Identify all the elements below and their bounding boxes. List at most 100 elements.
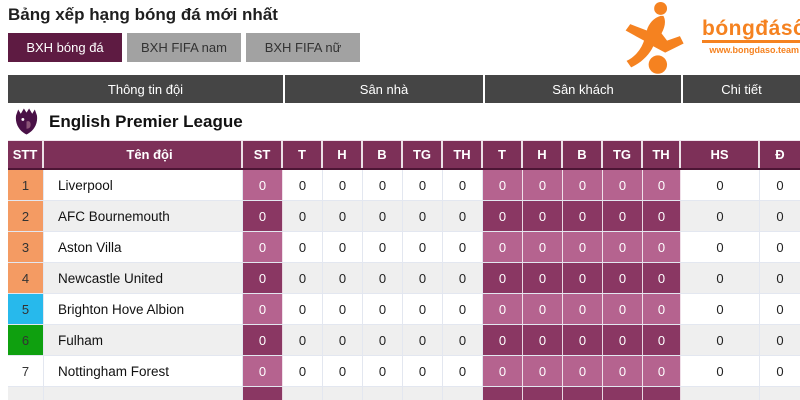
stat-points: 0 (776, 332, 784, 348)
stat-points: 0 (776, 239, 784, 255)
stat-played: 0 (243, 263, 283, 293)
table-row[interactable]: 5 Brighton Hove Albion 0 0 0 0 0 0 0 0 0 0 0 0 0 (8, 294, 800, 325)
tab-bxh-fifa-nam[interactable]: BXH FIFA nam (127, 33, 241, 62)
stat-home-1 (323, 387, 363, 400)
rank-cell: 5 (8, 294, 44, 324)
stat-home-2: 0 (363, 201, 403, 231)
stat-home-4: 0 (443, 232, 483, 262)
stat-points: 0 (776, 177, 784, 193)
stat-home-3: 0 (403, 263, 443, 293)
team-name[interactable]: Brighton Hove Albion (44, 294, 243, 324)
table-row[interactable]: 4 Newcastle United 0 0 0 0 0 0 0 0 0 0 0 0 0 (8, 263, 800, 294)
rank-cell: 2 (8, 201, 44, 231)
team-name[interactable]: AFC Bournemouth (44, 201, 243, 231)
stat-away-1: 0 (523, 201, 563, 231)
stat-away-4: 0 (643, 356, 681, 386)
team-name[interactable]: Nottingham Forest (44, 356, 243, 386)
stat-home-4: 0 (443, 170, 483, 200)
rank-cell: 4 (8, 263, 44, 293)
standings-table: STT Tên đội ST T H B TG TH T H B TG TH H… (8, 141, 800, 400)
tab-bxh-bong-da[interactable]: BXH bóng đá (8, 33, 122, 62)
stat-home-2: 0 (363, 170, 403, 200)
table-row[interactable] (8, 387, 800, 400)
col-away-draw: H (523, 141, 563, 168)
stat-away-3: 0 (603, 356, 643, 386)
stat-away-0: 0 (483, 263, 523, 293)
stat-away-2: 0 (563, 263, 603, 293)
table-row[interactable]: 1 Liverpool 0 0 0 0 0 0 0 0 0 0 0 0 0 (8, 170, 800, 201)
stat-points: 0 (776, 270, 784, 286)
stat-home-3: 0 (403, 170, 443, 200)
stat-home-1: 0 (323, 325, 363, 355)
stat-away-1 (523, 387, 563, 400)
stat-away-1: 0 (523, 356, 563, 386)
stat-away-0 (483, 387, 523, 400)
stat-played: 0 (243, 294, 283, 324)
col-goal-diff: HS (681, 141, 760, 168)
stat-home-1: 0 (323, 232, 363, 262)
stat-away-2 (563, 387, 603, 400)
stat-home-4: 0 (443, 325, 483, 355)
stat-away-1: 0 (523, 170, 563, 200)
stat-played: 0 (243, 170, 283, 200)
stat-home-3: 0 (403, 356, 443, 386)
table-row[interactable]: 7 Nottingham Forest 0 0 0 0 0 0 0 0 0 0 0 0 0 (8, 356, 800, 387)
col-home-win: T (283, 141, 323, 168)
stat-home-0: 0 (283, 294, 323, 324)
team-name[interactable]: Aston Villa (44, 232, 243, 262)
table-row[interactable]: 3 Aston Villa 0 0 0 0 0 0 0 0 0 0 0 0 0 (8, 232, 800, 263)
rank-cell: 3 (8, 232, 44, 262)
rank-cell: 1 (8, 170, 44, 200)
stat-points: 0 (776, 208, 784, 224)
stat-away-3: 0 (603, 294, 643, 324)
stat-played: 0 (243, 201, 283, 231)
rank-cell (8, 387, 44, 400)
stat-goal-diff: 0 (681, 201, 760, 231)
stat-away-3: 0 (603, 232, 643, 262)
table-row[interactable]: 2 AFC Bournemouth 0 0 0 0 0 0 0 0 0 0 0 0 0 (8, 201, 800, 232)
stat-home-0: 0 (283, 325, 323, 355)
stat-played: 0 (243, 325, 283, 355)
team-name[interactable]: Liverpool (44, 170, 243, 200)
stat-home-3: 0 (403, 201, 443, 231)
stat-home-3: 0 (403, 232, 443, 262)
col-home-ga: TH (443, 141, 483, 168)
stat-points: 0 (776, 301, 784, 317)
stat-away-2: 0 (563, 170, 603, 200)
team-name[interactable]: Newcastle United (44, 263, 243, 293)
stat-away-0: 0 (483, 170, 523, 200)
stat-away-4: 0 (643, 232, 681, 262)
table-header-row: STT Tên đội ST T H B TG TH T H B TG TH H… (8, 141, 800, 170)
stat-home-0: 0 (283, 232, 323, 262)
stat-away-1: 0 (523, 232, 563, 262)
stat-home-4: 0 (443, 263, 483, 293)
stat-home-1: 0 (323, 356, 363, 386)
col-away-gf: TG (603, 141, 643, 168)
stat-away-0: 0 (483, 356, 523, 386)
stat-goal-diff: 0 (681, 356, 760, 386)
site-logo[interactable]: bóngđásố www.bongdaso.team (610, 0, 800, 74)
premier-league-logo-icon (14, 108, 39, 135)
stat-home-1: 0 (323, 294, 363, 324)
stat-home-3: 0 (403, 294, 443, 324)
rank-cell: 7 (8, 356, 44, 386)
stat-away-3: 0 (603, 201, 643, 231)
stat-home-4 (443, 387, 483, 400)
stat-home-2: 0 (363, 325, 403, 355)
team-name[interactable]: Fulham (44, 325, 243, 355)
stat-played: 0 (243, 356, 283, 386)
stat-goal-diff: 0 (681, 170, 760, 200)
page-title: Bảng xếp hạng bóng đá mới nhất (8, 5, 278, 24)
stat-goal-diff (681, 387, 760, 400)
stat-goal-diff: 0 (681, 325, 760, 355)
stat-away-3: 0 (603, 325, 643, 355)
col-points: Đ (775, 147, 785, 162)
stat-home-2 (363, 387, 403, 400)
stat-away-1: 0 (523, 325, 563, 355)
table-row[interactable]: 6 Fulham 0 0 0 0 0 0 0 0 0 0 0 0 0 (8, 325, 800, 356)
stat-away-0: 0 (483, 294, 523, 324)
stat-points (760, 387, 800, 400)
group-home: Sân nhà (285, 75, 483, 103)
tab-bxh-fifa-nu[interactable]: BXH FIFA nữ (246, 33, 360, 62)
team-name[interactable] (44, 387, 243, 400)
